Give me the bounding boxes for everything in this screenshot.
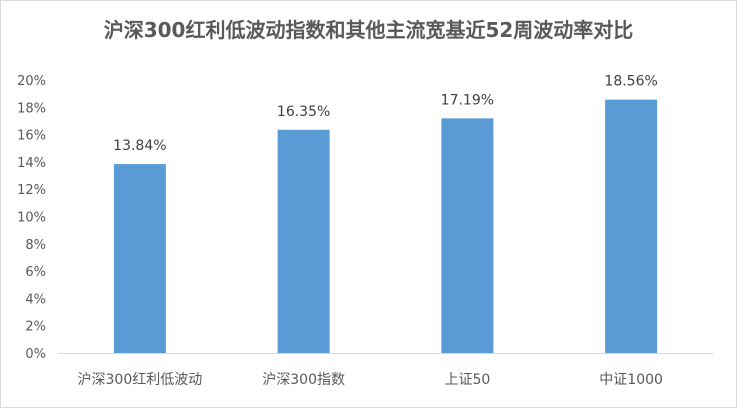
y-tick-label: 10%	[17, 211, 46, 226]
data-label: 13.84%	[113, 138, 166, 154]
y-tick-label: 14%	[17, 156, 46, 171]
y-tick-label: 0%	[25, 347, 46, 362]
y-tick-label: 2%	[25, 320, 46, 335]
y-tick-label: 12%	[17, 183, 46, 198]
bar	[277, 129, 330, 353]
y-tick-label: 4%	[25, 292, 46, 307]
data-label: 17.19%	[441, 92, 494, 108]
data-label: 16.35%	[277, 104, 330, 120]
y-tick-label: 6%	[25, 265, 46, 280]
chart-title: 沪深300红利低波动指数和其他主流宽基近52周波动率对比	[103, 18, 634, 42]
bar	[605, 99, 658, 353]
y-tick-label: 18%	[17, 101, 46, 116]
x-tick-label: 中证1000	[599, 372, 663, 388]
bar	[441, 118, 494, 353]
y-tick-label: 16%	[17, 129, 46, 144]
data-label: 18.56%	[604, 74, 657, 90]
bar	[113, 164, 166, 353]
y-tick-label: 8%	[25, 238, 46, 253]
x-tick-label: 沪深300红利低波动	[78, 372, 203, 388]
x-tick-label: 沪深300指数	[262, 372, 345, 388]
y-tick-label: 20%	[17, 74, 46, 89]
x-tick-label: 上证50	[444, 372, 490, 388]
